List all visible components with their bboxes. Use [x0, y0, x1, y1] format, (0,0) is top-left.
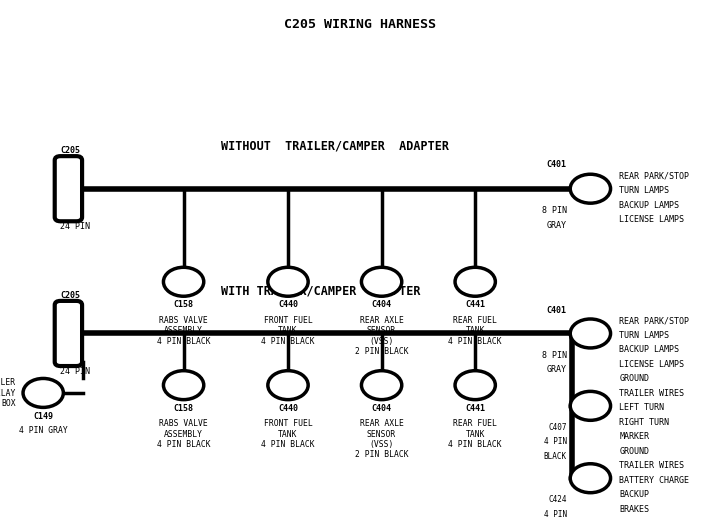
Text: FRONT FUEL
TANK
4 PIN BLACK: FRONT FUEL TANK 4 PIN BLACK [261, 316, 315, 346]
Text: 8 PIN: 8 PIN [541, 351, 567, 359]
Text: TURN LAMPS: TURN LAMPS [619, 331, 669, 340]
FancyBboxPatch shape [55, 301, 82, 366]
Text: TRAILER WIRES: TRAILER WIRES [619, 389, 684, 398]
Text: REAR AXLE
SENSOR
(VSS)
2 PIN BLACK: REAR AXLE SENSOR (VSS) 2 PIN BLACK [355, 419, 408, 460]
Text: C440: C440 [278, 300, 298, 309]
Text: LEFT TURN: LEFT TURN [619, 403, 665, 412]
Text: BATTERY CHARGE: BATTERY CHARGE [619, 476, 689, 484]
Text: REAR AXLE
SENSOR
(VSS)
2 PIN BLACK: REAR AXLE SENSOR (VSS) 2 PIN BLACK [355, 316, 408, 356]
Circle shape [268, 371, 308, 400]
Text: WITHOUT  TRAILER/CAMPER  ADAPTER: WITHOUT TRAILER/CAMPER ADAPTER [221, 140, 449, 153]
Text: C205: C205 [60, 291, 81, 300]
Text: BACKUP LAMPS: BACKUP LAMPS [619, 345, 679, 354]
Text: TURN LAMPS: TURN LAMPS [619, 186, 669, 195]
Text: GRAY: GRAY [546, 365, 567, 374]
Text: 24 PIN: 24 PIN [60, 367, 91, 376]
Text: C158: C158 [174, 404, 194, 413]
Text: RIGHT TURN: RIGHT TURN [619, 418, 669, 427]
Text: MARKER: MARKER [619, 432, 649, 441]
Text: BLACK: BLACK [544, 452, 567, 461]
Text: C149: C149 [33, 412, 53, 420]
Text: GRAY: GRAY [546, 221, 567, 230]
Circle shape [570, 319, 611, 348]
Text: GROUND: GROUND [619, 447, 649, 455]
Text: C404: C404 [372, 300, 392, 309]
Text: LICENSE LAMPS: LICENSE LAMPS [619, 360, 684, 369]
Text: WITH TRAILER/CAMPER  ADAPTER: WITH TRAILER/CAMPER ADAPTER [220, 284, 420, 297]
Text: REAR PARK/STOP: REAR PARK/STOP [619, 316, 689, 325]
Text: C401: C401 [546, 306, 567, 315]
Text: C441: C441 [465, 404, 485, 413]
Text: LICENSE LAMPS: LICENSE LAMPS [619, 215, 684, 224]
Text: TRAILER
RELAY
BOX: TRAILER RELAY BOX [0, 378, 16, 408]
Circle shape [570, 464, 611, 493]
Text: C401: C401 [546, 160, 567, 169]
Circle shape [268, 267, 308, 296]
Text: 4 PIN GRAY: 4 PIN GRAY [19, 426, 68, 435]
Circle shape [23, 378, 63, 407]
Text: C424: C424 [548, 495, 567, 504]
Circle shape [455, 371, 495, 400]
Text: 4 PIN: 4 PIN [544, 437, 567, 446]
Text: BRAKES: BRAKES [619, 505, 649, 513]
Text: BACKUP: BACKUP [619, 490, 649, 499]
Text: REAR FUEL
TANK
4 PIN BLACK: REAR FUEL TANK 4 PIN BLACK [449, 316, 502, 346]
Circle shape [455, 267, 495, 296]
FancyBboxPatch shape [55, 156, 82, 221]
Text: REAR PARK/STOP: REAR PARK/STOP [619, 172, 689, 180]
Text: REAR FUEL
TANK
4 PIN BLACK: REAR FUEL TANK 4 PIN BLACK [449, 419, 502, 449]
Circle shape [163, 371, 204, 400]
Text: RABS VALVE
ASSEMBLY
4 PIN BLACK: RABS VALVE ASSEMBLY 4 PIN BLACK [157, 419, 210, 449]
Text: 4 PIN: 4 PIN [544, 510, 567, 517]
Text: FRONT FUEL
TANK
4 PIN BLACK: FRONT FUEL TANK 4 PIN BLACK [261, 419, 315, 449]
Text: GROUND: GROUND [619, 374, 649, 383]
Text: C407: C407 [548, 423, 567, 432]
Circle shape [570, 174, 611, 203]
Circle shape [361, 371, 402, 400]
Text: C158: C158 [174, 300, 194, 309]
Text: BACKUP LAMPS: BACKUP LAMPS [619, 201, 679, 209]
Text: C205 WIRING HARNESS: C205 WIRING HARNESS [284, 18, 436, 31]
Circle shape [163, 267, 204, 296]
Text: C205: C205 [60, 146, 81, 155]
Text: RABS VALVE
ASSEMBLY
4 PIN BLACK: RABS VALVE ASSEMBLY 4 PIN BLACK [157, 316, 210, 346]
Text: C441: C441 [465, 300, 485, 309]
Text: C404: C404 [372, 404, 392, 413]
Circle shape [361, 267, 402, 296]
Text: C440: C440 [278, 404, 298, 413]
Text: 8 PIN: 8 PIN [541, 206, 567, 215]
Text: TRAILER WIRES: TRAILER WIRES [619, 461, 684, 470]
Text: 24 PIN: 24 PIN [60, 222, 91, 231]
Circle shape [570, 391, 611, 420]
